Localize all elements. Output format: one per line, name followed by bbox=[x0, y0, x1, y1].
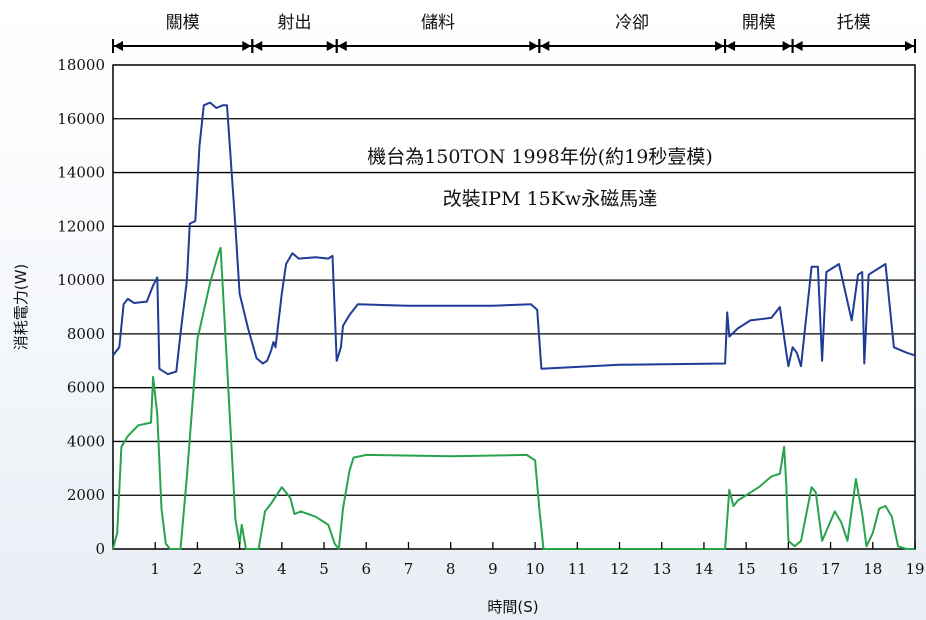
x-tick-label: 9 bbox=[488, 560, 498, 578]
phase-arrowhead-left bbox=[726, 41, 736, 51]
x-tick-label: 7 bbox=[404, 560, 414, 578]
x-tick-labels: 1 2 3 4 5 6 7 8 9 10 11 12 13 14 15 16 17 18 19 bbox=[150, 542, 925, 578]
y-tick-label: 12000 bbox=[57, 217, 105, 235]
y-tick-labels: 0 2000 4000 6000 8000 10000 12000 14000 16000 180… bbox=[57, 56, 105, 558]
x-tick-label: 4 bbox=[277, 560, 287, 578]
phase-arrowhead-right bbox=[529, 41, 539, 51]
x-tick-label: 16 bbox=[779, 560, 798, 578]
phase-arrowhead-left bbox=[793, 41, 803, 51]
phase-label: 冷卻 bbox=[615, 13, 649, 33]
horizontal-gridlines bbox=[113, 118, 915, 496]
y-tick-label: 16000 bbox=[57, 110, 105, 128]
phase-arrowhead-left bbox=[114, 41, 123, 51]
phase-bar: 關模 射出 儲料 冷卻 開模 托模 bbox=[112, 13, 916, 53]
x-tick-label: 15 bbox=[737, 560, 756, 578]
x-tick-label: 18 bbox=[863, 560, 882, 578]
x-tick-label: 11 bbox=[568, 560, 587, 578]
phase-arrowhead-right bbox=[715, 41, 725, 51]
x-axis-title: 時間(S) bbox=[487, 598, 538, 616]
x-tick-label: 3 bbox=[235, 560, 245, 578]
annotation-machine: 機台為150TON 1998年份(約19秒壹模) bbox=[367, 146, 713, 168]
phase-arrowhead-right bbox=[326, 41, 336, 51]
x-tick-label: 5 bbox=[319, 560, 329, 578]
x-tick-label: 8 bbox=[446, 560, 456, 578]
x-tick-label: 13 bbox=[652, 560, 671, 578]
phase-label: 儲料 bbox=[421, 13, 455, 33]
phase-label: 托模 bbox=[837, 13, 871, 33]
x-tick-label: 14 bbox=[694, 560, 713, 578]
series-line-2 bbox=[112, 246, 915, 550]
y-axis-title: 消耗電力(W) bbox=[12, 264, 30, 351]
y-tick-label: 18000 bbox=[57, 56, 105, 74]
y-tick-label: 10000 bbox=[57, 271, 105, 289]
y-tick-label: 0 bbox=[95, 540, 105, 558]
phase-arrowhead-left bbox=[337, 41, 347, 51]
y-tick-label: 8000 bbox=[67, 325, 105, 343]
phase-arrowhead-right bbox=[242, 41, 252, 51]
y-tick-label: 6000 bbox=[67, 379, 105, 397]
phase-label: 射出 bbox=[278, 13, 312, 33]
series-lines bbox=[112, 101, 916, 550]
y-tick-label: 14000 bbox=[57, 164, 105, 182]
series-line-1 bbox=[112, 101, 916, 376]
phase-arrowhead-left bbox=[253, 41, 263, 51]
phase-label: 開模 bbox=[742, 13, 776, 33]
phase-arrowhead-right bbox=[782, 41, 792, 51]
x-tick-label: 12 bbox=[610, 560, 629, 578]
x-tick-label: 6 bbox=[361, 560, 371, 578]
y-tick-label: 4000 bbox=[67, 432, 105, 450]
x-tick-label: 1 bbox=[150, 560, 160, 578]
x-tick-label: 17 bbox=[821, 560, 840, 578]
phase-arrowhead-left bbox=[540, 41, 550, 51]
annotation-motor: 改裝IPM 15Kw永磁馬達 bbox=[443, 188, 657, 210]
x-tick-label: 19 bbox=[905, 560, 924, 578]
y-tick-label: 2000 bbox=[67, 486, 105, 504]
x-tick-label: 2 bbox=[193, 560, 203, 578]
phase-arrowhead-right bbox=[905, 41, 914, 51]
x-tick-label: 10 bbox=[526, 560, 545, 578]
phase-label: 關模 bbox=[166, 13, 200, 33]
